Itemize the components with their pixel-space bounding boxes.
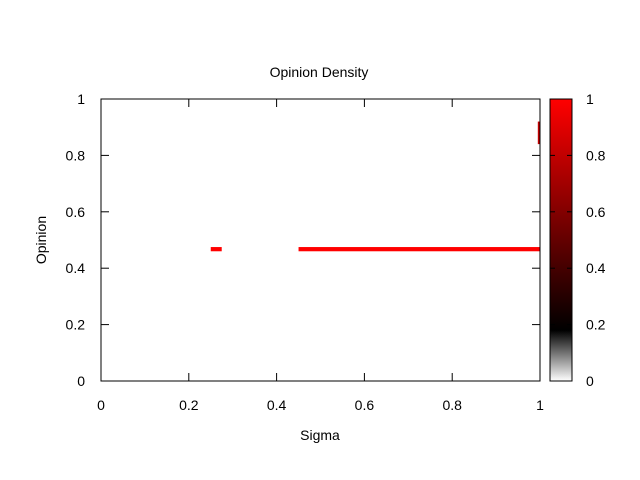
heatmap-cell-1 bbox=[210, 247, 222, 252]
colorbar-tick-label-1: 0 bbox=[586, 373, 594, 389]
y-tick-label-3: 0.4 bbox=[66, 260, 86, 276]
colorbar-tick-label-2: 0.2 bbox=[586, 317, 606, 333]
heatmap-cell-3 bbox=[537, 121, 540, 145]
y-tick-label-1: 0 bbox=[77, 373, 85, 389]
x-axis-label: Sigma bbox=[300, 427, 340, 443]
x-axis-ticks: 0 0.2 0.4 0.6 0.8 1 bbox=[97, 99, 544, 413]
chart-title: Opinion Density bbox=[270, 64, 369, 80]
y-tick-label-4: 0.6 bbox=[66, 204, 86, 220]
colorbar bbox=[549, 98, 573, 382]
colorbar-ticks: 0 0.2 0.4 0.6 0.8 1 bbox=[550, 91, 606, 389]
plot-area bbox=[101, 99, 540, 381]
y-tick-label-2: 0.2 bbox=[66, 317, 86, 333]
heatmap-cells bbox=[210, 121, 540, 252]
y-tick-label-6: 1 bbox=[77, 91, 85, 107]
colorbar-tick-label-4: 0.6 bbox=[586, 204, 606, 220]
colorbar-tick-label-3: 0.4 bbox=[586, 260, 606, 276]
heatmap-cell-2 bbox=[298, 247, 540, 252]
x-tick-label-5: 0.8 bbox=[442, 397, 462, 413]
colorbar-tick-label-5: 0.8 bbox=[586, 147, 606, 163]
x-tick-label-6: 1 bbox=[536, 397, 544, 413]
colorbar-tick-label-6: 1 bbox=[586, 91, 594, 107]
x-tick-label-3: 0.4 bbox=[267, 397, 287, 413]
plot-frame bbox=[100, 98, 541, 382]
y-axis-label: Opinion bbox=[33, 216, 49, 264]
x-tick-label-1: 0 bbox=[97, 397, 105, 413]
x-tick-label-2: 0.2 bbox=[179, 397, 199, 413]
y-axis-ticks: 0 0.2 0.4 0.6 0.8 1 bbox=[66, 91, 540, 389]
x-tick-label-4: 0.6 bbox=[355, 397, 375, 413]
y-tick-label-5: 0.8 bbox=[66, 147, 86, 163]
